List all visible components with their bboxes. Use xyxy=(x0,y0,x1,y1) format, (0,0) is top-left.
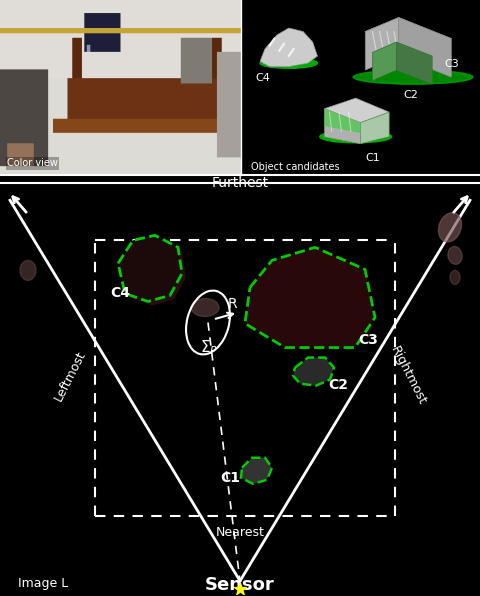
Text: C1: C1 xyxy=(365,153,380,163)
Polygon shape xyxy=(245,247,375,347)
Point xyxy=(236,584,244,594)
Text: Image L: Image L xyxy=(18,577,68,590)
Ellipse shape xyxy=(448,246,462,265)
Ellipse shape xyxy=(353,70,473,84)
Polygon shape xyxy=(293,358,334,386)
Polygon shape xyxy=(399,17,451,77)
Polygon shape xyxy=(260,28,317,67)
Text: Leftmost: Leftmost xyxy=(52,348,88,403)
Polygon shape xyxy=(122,240,186,306)
Polygon shape xyxy=(372,42,432,67)
Ellipse shape xyxy=(191,299,219,316)
Polygon shape xyxy=(365,17,399,70)
Polygon shape xyxy=(396,42,432,84)
Polygon shape xyxy=(324,108,360,144)
Text: Sensor: Sensor xyxy=(205,576,275,594)
Text: $\Sigma_P$: $\Sigma_P$ xyxy=(200,339,218,357)
Text: C2: C2 xyxy=(404,90,419,100)
Text: Color view: Color view xyxy=(7,158,58,168)
Ellipse shape xyxy=(438,213,462,242)
Text: Object candidates: Object candidates xyxy=(251,162,339,172)
Ellipse shape xyxy=(450,271,460,284)
Text: R: R xyxy=(228,297,238,312)
Ellipse shape xyxy=(260,58,317,69)
Text: C1: C1 xyxy=(220,471,240,485)
Text: C4: C4 xyxy=(110,287,130,300)
Polygon shape xyxy=(360,112,389,144)
Polygon shape xyxy=(241,458,272,484)
Polygon shape xyxy=(252,253,362,343)
Ellipse shape xyxy=(20,260,36,280)
Text: Furthest: Furthest xyxy=(211,176,269,190)
Ellipse shape xyxy=(320,131,392,143)
Text: C3: C3 xyxy=(358,333,378,346)
Text: C2: C2 xyxy=(328,378,348,392)
Text: Rightmost: Rightmost xyxy=(388,344,428,407)
Polygon shape xyxy=(365,17,451,52)
Text: C4: C4 xyxy=(255,73,270,83)
Polygon shape xyxy=(324,108,360,133)
Text: Nearest: Nearest xyxy=(216,526,264,539)
Polygon shape xyxy=(372,42,396,80)
Ellipse shape xyxy=(353,70,473,84)
Polygon shape xyxy=(118,235,182,302)
Text: C3: C3 xyxy=(444,58,459,69)
Polygon shape xyxy=(324,98,389,123)
